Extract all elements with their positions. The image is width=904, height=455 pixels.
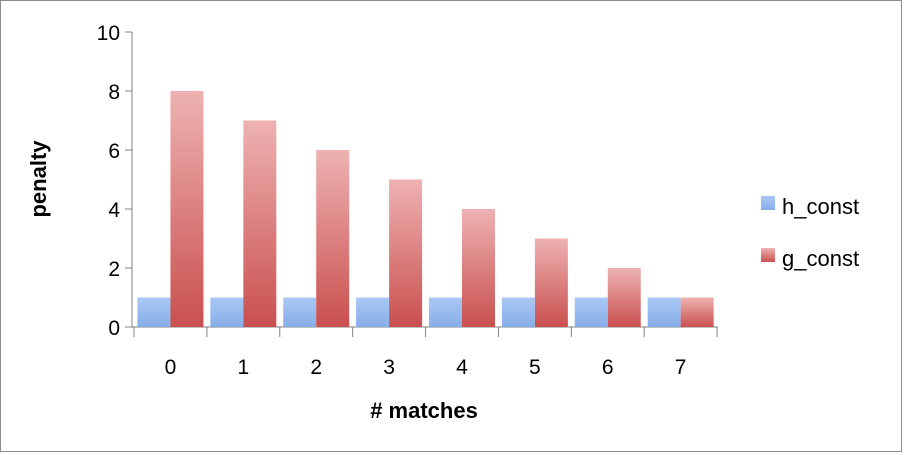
bar-h_const [210,297,244,327]
x-tick-label: 6 [602,356,614,379]
y-tick-label: 0 [108,317,120,340]
y-tick-label: 4 [108,199,120,222]
x-tick-label: 7 [675,356,687,379]
bar-h_const [574,297,608,327]
bar-g_const [170,91,204,327]
bar-h_const [356,297,390,327]
bar-h_const [428,297,462,327]
bar-h_const [647,297,681,327]
x-tick-label: 0 [165,356,177,379]
y-axis-title: penalty [26,140,51,218]
y-tick-label: 8 [108,81,120,104]
legend-label: h_const [782,194,859,219]
x-tick-label: 5 [529,356,541,379]
legend-swatch [761,196,775,210]
x-tick-label: 2 [310,356,322,379]
bar-g_const [607,268,641,327]
bar-g_const [243,120,277,327]
bar-h_const [283,297,317,327]
bar-g_const [534,238,568,327]
bar-g_const [316,150,350,327]
x-tick-label: 1 [237,356,249,379]
bar-g_const [461,209,495,327]
x-axis-title: # matches [370,398,478,423]
x-tick-label: 4 [456,356,468,379]
bar-g_const [680,297,714,327]
y-tick-label: 2 [108,258,120,281]
x-tick-label: 3 [383,356,395,379]
bar-h_const [137,297,171,327]
legend: h_const g_const [761,194,859,271]
legend-label: g_const [782,246,859,271]
bar-h_const [501,297,535,327]
y-tick-label: 10 [97,22,120,45]
bar-g_const [389,179,423,327]
legend-swatch [761,248,775,262]
y-axis: 0 2 4 6 8 10 [97,22,133,340]
x-axis: 0 1 2 3 4 5 6 7 [132,326,718,379]
y-tick-label: 6 [108,140,120,163]
bars [137,91,714,327]
